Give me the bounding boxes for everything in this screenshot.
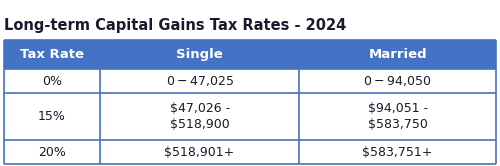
Bar [100, 69, 299, 93]
Bar [299, 40, 496, 69]
Bar [4, 69, 100, 93]
Text: 15%: 15% [38, 110, 66, 123]
Bar [4, 93, 100, 140]
Bar [299, 69, 496, 93]
Text: Married: Married [368, 48, 427, 61]
Text: $0 - $47,025: $0 - $47,025 [166, 74, 234, 88]
Bar [4, 40, 100, 69]
Text: Long-term Capital Gains Tax Rates - 2024: Long-term Capital Gains Tax Rates - 2024 [4, 18, 346, 33]
Text: Single: Single [176, 48, 223, 61]
Text: 0%: 0% [42, 75, 62, 88]
Bar [4, 140, 100, 164]
Text: $94,051 -
$583,750: $94,051 - $583,750 [368, 102, 428, 131]
Text: Tax Rate: Tax Rate [20, 48, 84, 61]
Bar [299, 140, 496, 164]
Bar [100, 140, 299, 164]
Bar [100, 40, 299, 69]
Text: $47,026 -
$518,900: $47,026 - $518,900 [170, 102, 230, 131]
Text: $0 - $94,050: $0 - $94,050 [364, 74, 432, 88]
Text: $583,751+: $583,751+ [362, 146, 433, 159]
Text: 20%: 20% [38, 146, 66, 159]
Text: $518,901+: $518,901+ [164, 146, 234, 159]
Bar [100, 93, 299, 140]
Bar [299, 93, 496, 140]
